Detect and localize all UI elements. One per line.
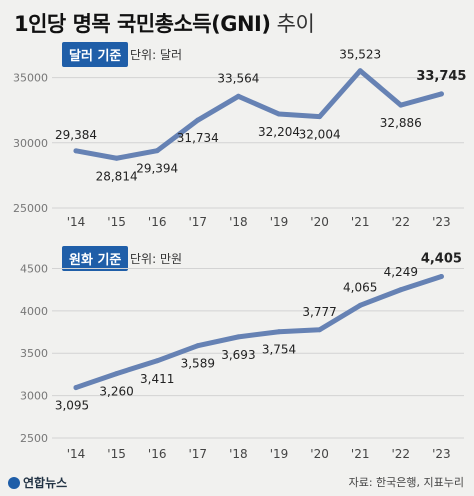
usd-ytick-label: 30000 bbox=[13, 137, 48, 150]
krw-xtick-label: '20 bbox=[310, 447, 329, 461]
usd-data-point bbox=[114, 155, 120, 161]
krw-data-label: 4,249 bbox=[384, 265, 418, 279]
usd-xtick-label: '17 bbox=[189, 215, 208, 229]
usd-data-point bbox=[317, 114, 323, 120]
krw-unit-label: 단위: 만원 bbox=[130, 252, 183, 266]
krw-data-label: 3,589 bbox=[181, 357, 215, 371]
krw-data-point bbox=[73, 385, 79, 391]
krw-data-label: 3,777 bbox=[302, 305, 336, 319]
krw-xtick-label: '16 bbox=[148, 447, 167, 461]
usd-data-label: 33,745 bbox=[416, 69, 466, 84]
usd-unit-label: 단위: 달러 bbox=[130, 48, 183, 62]
krw-xtick-label: '14 bbox=[67, 447, 86, 461]
title-sub: 추이 bbox=[276, 12, 315, 36]
usd-xtick-label: '16 bbox=[148, 215, 167, 229]
title-main: 1인당 명목 국민총소득(GNI) bbox=[14, 12, 271, 36]
usd-data-point bbox=[398, 102, 404, 108]
krw-series-line bbox=[73, 274, 444, 391]
krw-xtick-label: '22 bbox=[392, 447, 411, 461]
krw-ytick-label: 3500 bbox=[20, 347, 48, 360]
usd-data-label: 31,734 bbox=[177, 131, 219, 145]
krw-data-label: 3,260 bbox=[99, 385, 133, 399]
usd-series-line bbox=[73, 68, 444, 161]
usd-xtick-label: '22 bbox=[392, 215, 411, 229]
logo-mark-icon bbox=[8, 477, 20, 489]
usd-data-point bbox=[276, 111, 282, 117]
krw-data-label: 3,693 bbox=[221, 348, 255, 362]
krw-xtick-label: '21 bbox=[351, 447, 370, 461]
krw-xtick-label: '17 bbox=[189, 447, 208, 461]
krw-data-point bbox=[154, 358, 160, 364]
krw-data-point bbox=[235, 334, 241, 340]
krw-data-label: 4,405 bbox=[421, 252, 462, 267]
krw-data-point bbox=[438, 274, 444, 280]
usd-xtick-label: '15 bbox=[107, 215, 126, 229]
krw-xtick-label: '18 bbox=[229, 447, 248, 461]
usd-data-point bbox=[154, 148, 160, 154]
usd-data-label: 29,394 bbox=[136, 162, 178, 176]
krw-data-label: 4,065 bbox=[343, 280, 377, 294]
usd-basis-badge: 달러 기준 bbox=[62, 42, 129, 67]
source-note: 자료: 한국은행, 지표누리 bbox=[348, 476, 464, 489]
usd-ytick-label: 35000 bbox=[13, 72, 48, 85]
usd-data-label: 32,886 bbox=[380, 116, 422, 130]
logo-text: 연합뉴스 bbox=[23, 476, 68, 490]
krw-ytick-label: 3000 bbox=[20, 390, 48, 403]
usd-data-label: 32,204 bbox=[258, 125, 300, 139]
usd-data-label: 35,523 bbox=[339, 48, 381, 62]
usd-data-label: 28,814 bbox=[96, 169, 138, 183]
usd-data-point bbox=[73, 148, 79, 154]
usd-xtick-label: '23 bbox=[432, 215, 451, 229]
usd-xtick-label: '21 bbox=[351, 215, 370, 229]
usd-data-label: 29,384 bbox=[55, 128, 97, 142]
krw-data-point bbox=[114, 371, 120, 377]
krw-ytick-label: 4000 bbox=[20, 305, 48, 318]
krw-data-point bbox=[276, 329, 282, 335]
krw-data-label: 3,095 bbox=[55, 399, 89, 413]
krw-data-point bbox=[398, 287, 404, 293]
usd-xtick-label: '20 bbox=[310, 215, 329, 229]
krw-basis-badge: 원화 기준 bbox=[62, 246, 129, 271]
krw-xtick-label: '23 bbox=[432, 447, 451, 461]
krw-data-point bbox=[317, 327, 323, 333]
usd-xtick-label: '19 bbox=[270, 215, 289, 229]
usd-data-point bbox=[235, 93, 241, 99]
krw-data-label: 3,411 bbox=[140, 372, 174, 386]
usd-data-point bbox=[195, 117, 201, 123]
usd-xtick-label: '18 bbox=[229, 215, 248, 229]
usd-data-point bbox=[357, 68, 363, 74]
usd-data-label: 32,004 bbox=[299, 128, 341, 142]
usd-data-label: 33,564 bbox=[217, 71, 259, 85]
krw-xtick-label: '19 bbox=[270, 447, 289, 461]
usd-ytick-label: 25000 bbox=[13, 202, 48, 215]
krw-data-point bbox=[357, 302, 363, 308]
krw-data-point bbox=[195, 343, 201, 349]
usd-data-point bbox=[438, 91, 444, 97]
krw-ytick-label: 2500 bbox=[20, 432, 48, 445]
krw-xtick-label: '15 bbox=[107, 447, 126, 461]
krw-ytick-label: 4500 bbox=[20, 262, 48, 275]
usd-xtick-label: '14 bbox=[67, 215, 86, 229]
krw-data-label: 3,754 bbox=[262, 343, 296, 357]
yonhap-logo: 연합뉴스 bbox=[8, 474, 67, 491]
chart-title: 1인당 명목 국민총소득(GNI) 추이 bbox=[14, 8, 315, 38]
